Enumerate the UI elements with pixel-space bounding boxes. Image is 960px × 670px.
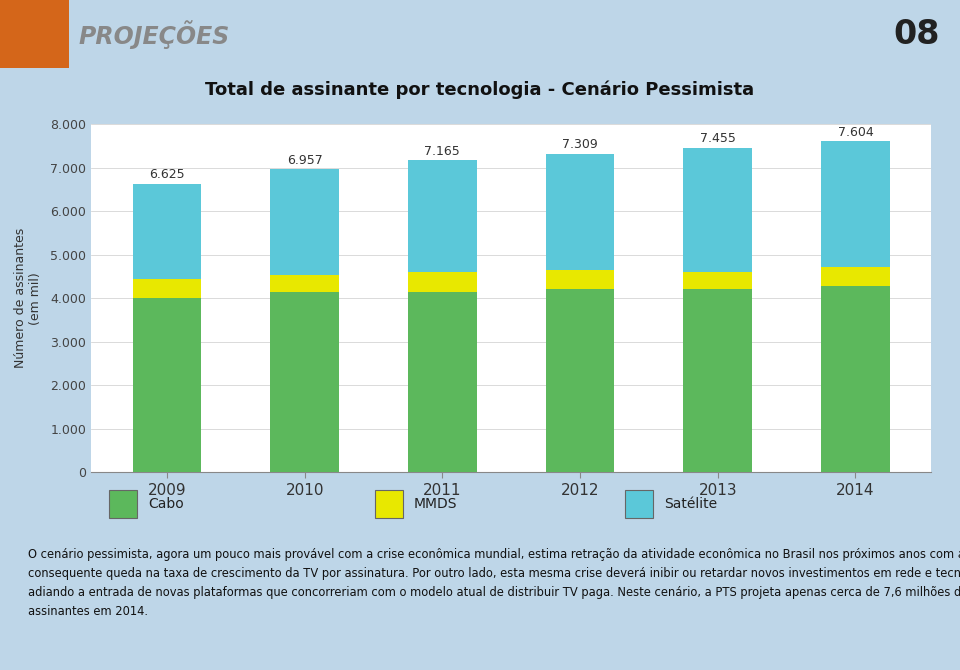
Text: 7.309: 7.309 (563, 139, 598, 151)
Bar (408, 291, 477, 472)
Text: 6.625: 6.625 (149, 168, 184, 181)
Text: 7.165: 7.165 (424, 145, 460, 157)
Text: MMDS: MMDS (414, 497, 457, 511)
Bar (408, 160, 477, 273)
Bar (684, 289, 753, 472)
Bar (270, 170, 339, 275)
Y-axis label: Número de assinantes
(em mil): Número de assinantes (em mil) (14, 228, 42, 368)
Bar (821, 286, 890, 472)
Text: 7.604: 7.604 (837, 125, 874, 139)
Text: 6.957: 6.957 (287, 153, 323, 167)
Text: 08: 08 (894, 17, 940, 51)
Bar (625, 490, 654, 518)
Bar (684, 147, 753, 271)
Bar (270, 291, 339, 472)
Bar (132, 298, 202, 472)
Bar (821, 267, 890, 286)
Bar (375, 490, 403, 518)
Text: Satélite: Satélite (664, 497, 717, 511)
Text: Cabo: Cabo (148, 497, 183, 511)
Text: O cenário pessimista, agora um pouco mais provável com a crise econômica mundial: O cenário pessimista, agora um pouco mai… (29, 547, 960, 618)
Bar (821, 141, 890, 267)
Bar (0, 0, 69, 68)
Text: 7.455: 7.455 (700, 132, 735, 145)
Bar (545, 270, 614, 289)
Bar (109, 490, 137, 518)
Bar (545, 154, 614, 270)
Bar (132, 279, 202, 298)
Bar (684, 271, 753, 289)
Bar (132, 184, 202, 279)
Bar (270, 275, 339, 291)
Text: PROJEÇÕES: PROJEÇÕES (79, 19, 230, 49)
Bar (408, 273, 477, 291)
Bar (545, 289, 614, 472)
Text: Total de assinante por tecnologia - Cenário Pessimista: Total de assinante por tecnologia - Cená… (205, 80, 755, 99)
